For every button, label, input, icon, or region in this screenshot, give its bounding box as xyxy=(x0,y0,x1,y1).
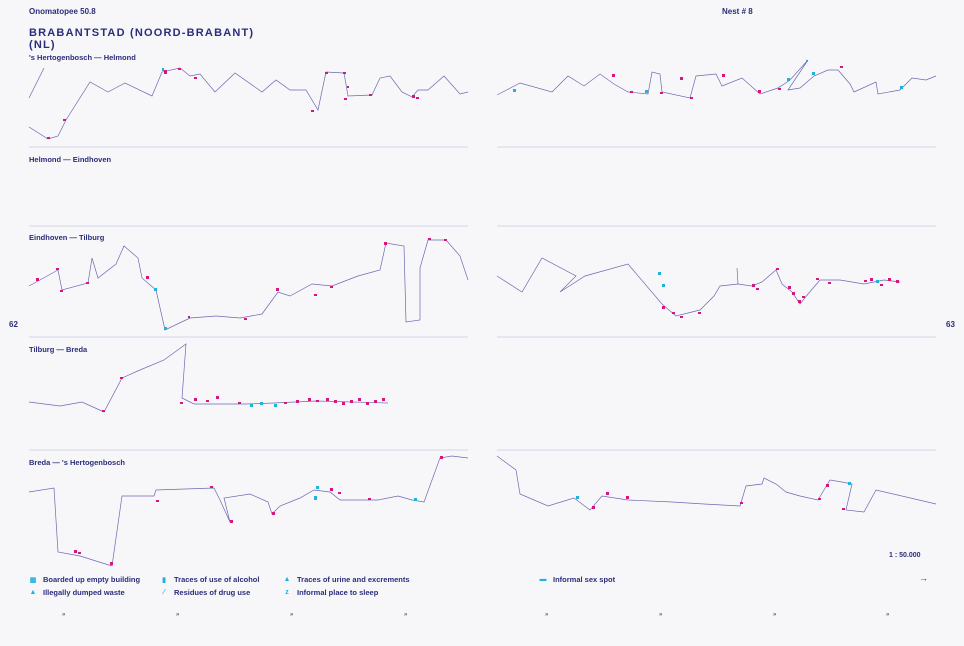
route-label-4: Tilburg — Breda xyxy=(29,345,88,354)
next-page-arrow-icon[interactable]: → xyxy=(919,573,928,583)
footer-tick: » xyxy=(545,612,549,618)
legend-item-sex-spot: ▬ Informal sex spot xyxy=(537,575,616,584)
route-path-1-left xyxy=(28,67,469,140)
route-label-1: 's Hertogenbosch — Helmond xyxy=(29,53,136,62)
route-path-3-right xyxy=(496,257,901,317)
dumped-waste-icon: ▲ xyxy=(29,589,37,596)
urine-icon: ▲ xyxy=(283,576,291,583)
sex-spot-icon: ▬ xyxy=(539,576,547,583)
footer-tick: » xyxy=(176,612,180,618)
route-path-1-left-stub xyxy=(28,67,45,99)
observation-markers-cyan xyxy=(154,60,903,501)
issue-label: Nest # 8 xyxy=(722,7,753,16)
sleep-place-icon: z xyxy=(285,589,289,596)
route-label-5: Breda — 's Hertogenbosch xyxy=(29,458,125,467)
boarded-building-icon: ▦ xyxy=(29,576,37,584)
legend-item-urine: ▲ Traces of urine and excrements xyxy=(281,575,410,584)
legend-item-sleep-place: z Informal place to sleep xyxy=(281,588,378,597)
legend-item-drug-residue: ⁄ Residues of drug use xyxy=(158,588,250,597)
footer-tick: » xyxy=(62,612,66,618)
publication-label: Onomatopee 50.8 xyxy=(29,7,96,16)
legend-item-dumped-waste: ▲ Illegally dumped waste xyxy=(27,588,125,597)
route-path-4-left xyxy=(28,343,389,413)
page-number-left: 62 xyxy=(9,320,18,329)
route-path-5-right xyxy=(496,455,937,513)
route-label-2: Helmond — Eindhoven xyxy=(29,155,112,164)
footer-tick: » xyxy=(773,612,777,618)
observation-markers-magenta xyxy=(36,66,899,565)
footer-tick: » xyxy=(659,612,663,618)
route-path-1-right xyxy=(496,59,937,99)
title-line-1: BRABANTSTAD (NOORD-BRABANT) xyxy=(29,27,255,39)
route-path-3-right-stub xyxy=(736,267,739,285)
page-title: BRABANTSTAD (NOORD-BRABANT) (NL) xyxy=(29,27,254,51)
footer-tick: » xyxy=(886,612,890,618)
alcohol-icon: ▮ xyxy=(162,576,166,584)
page-number-right: 63 xyxy=(946,320,955,329)
legend-item-boarded-building: ▦ Boarded up empty building xyxy=(27,575,140,584)
route-label-3: Eindhoven — Tilburg xyxy=(29,233,105,242)
drug-residue-icon: ⁄ xyxy=(163,589,165,596)
map-scale: 1 : 50.000 xyxy=(889,552,921,559)
route-path-5-left xyxy=(28,455,469,567)
title-line-2: (NL) xyxy=(29,39,56,51)
legend-item-alcohol: ▮ Traces of use of alcohol xyxy=(158,575,259,584)
section-dividers xyxy=(29,146,936,451)
footer-tick: » xyxy=(404,612,408,618)
footer-tick: » xyxy=(290,612,294,618)
route-path-3-left xyxy=(28,239,469,331)
